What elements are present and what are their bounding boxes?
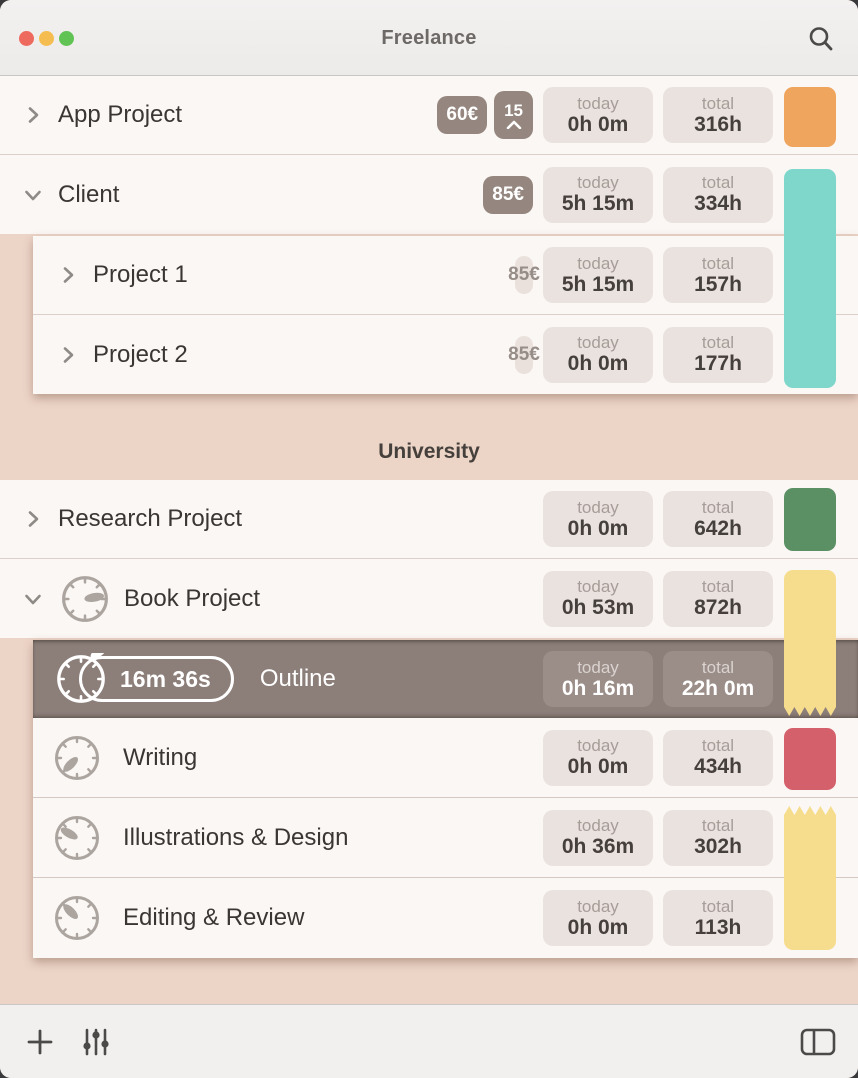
- today-badge: today 5h 15m: [543, 166, 653, 223]
- client-subprojects: Project 1 85€ today 5h 15m total 157h: [33, 236, 858, 394]
- project-title: Project 1: [93, 261, 188, 288]
- rate-badge: 60€: [437, 96, 488, 134]
- sliders-icon: [83, 1028, 109, 1055]
- today-badge: today 0h 0m: [543, 729, 653, 786]
- chevron-right-icon[interactable]: [57, 264, 79, 286]
- rate-badge: 85€: [508, 335, 540, 374]
- titlebar: Freelance: [0, 0, 858, 76]
- color-tab-client: [784, 169, 836, 388]
- today-badge: today 0h 0m: [543, 491, 653, 547]
- total-badge: total 302h: [663, 809, 773, 866]
- timer-clock-icon: [55, 815, 99, 860]
- row-app-project[interactable]: App Project 60€ 15 today 0h 0m total 316…: [0, 76, 858, 155]
- row-research-project[interactable]: Research Project today 0h 0m total 642h: [0, 480, 858, 559]
- row-writing[interactable]: Writing today 0h 0m total 434h: [33, 718, 858, 798]
- today-badge: today 0h 53m: [543, 570, 653, 627]
- row-badges: today 0h 36m total 302h: [543, 809, 858, 866]
- total-badge: total 334h: [663, 166, 773, 223]
- project-title: Project 2: [93, 340, 188, 368]
- timer-clock-icon: [57, 653, 107, 703]
- chevron-down-icon[interactable]: [22, 184, 44, 206]
- add-button[interactable]: [22, 1024, 58, 1060]
- row-project-1[interactable]: Project 1 85€ today 5h 15m total 157h: [33, 236, 858, 315]
- row-book-project[interactable]: Book Project today 0h 53m total 872h: [0, 559, 858, 638]
- total-badge: total 22h 0m: [663, 651, 773, 707]
- today-badge: today 0h 0m: [543, 890, 653, 946]
- color-tab-research: [784, 488, 836, 551]
- window-controls: [19, 31, 74, 46]
- chevron-right-icon[interactable]: [22, 508, 44, 530]
- color-tab-book-outline: [784, 570, 836, 716]
- task-title: Outline: [259, 665, 336, 692]
- project-title: Research Project: [58, 505, 243, 532]
- zoom-button[interactable]: [59, 31, 74, 46]
- color-tab-app-project: [784, 87, 836, 147]
- row-badges: today 0h 53m total 872h: [543, 570, 858, 627]
- today-badge: today 0h 0m: [543, 87, 653, 143]
- today-badge: today 0h 36m: [543, 809, 653, 866]
- sidebar-icon: [800, 1028, 836, 1055]
- chevron-up-icon: [506, 120, 521, 129]
- row-illustrations-design[interactable]: Illustrations & Design today 0h 36m tota…: [33, 798, 858, 878]
- book-project-tasks: 16m 36s Outline today 0h 16m total 22h 0…: [33, 640, 858, 958]
- total-badge: total 642h: [663, 491, 773, 547]
- chevron-down-icon[interactable]: [22, 588, 44, 610]
- row-badges: 85€ today 5h 15m total 334h: [483, 166, 858, 223]
- task-title: Editing & Review: [123, 904, 305, 931]
- task-title: Writing: [123, 743, 198, 771]
- color-tab-illustrations-editing: [784, 806, 836, 950]
- total-badge: total 113h: [663, 890, 773, 946]
- row-badges: today 0h 0m total 642h: [543, 491, 858, 547]
- row-project-2[interactable]: Project 2 85€ today 0h 0m total 177h: [33, 315, 858, 394]
- rate-badge: 85€: [483, 175, 533, 214]
- session-count: 15: [504, 100, 523, 120]
- project-title: Book Project: [124, 584, 261, 612]
- window-title: Freelance: [381, 26, 477, 49]
- close-button[interactable]: [19, 31, 34, 46]
- row-badges: 85€ today 0h 0m total 177h: [508, 326, 858, 383]
- project-list: App Project 60€ 15 today 0h 0m total 316…: [0, 76, 858, 1004]
- today-badge: today 0h 0m: [543, 326, 653, 383]
- total-badge: total 872h: [663, 570, 773, 627]
- session-count-badge[interactable]: 15: [494, 91, 533, 139]
- bottom-toolbar: [0, 1004, 858, 1078]
- total-badge: total 434h: [663, 729, 773, 786]
- toggle-sidebar-button[interactable]: [800, 1024, 836, 1060]
- timer-clock-icon: [55, 896, 99, 940]
- row-outline-selected[interactable]: 16m 36s Outline today 0h 16m total 22h 0…: [33, 640, 858, 718]
- torn-edge-top: [784, 806, 836, 815]
- search-icon: [809, 27, 833, 51]
- today-badge: today 5h 15m: [543, 247, 653, 303]
- row-badges: 60€ 15 today 0h 0m total 316h: [437, 87, 858, 143]
- total-badge: total 157h: [663, 247, 773, 303]
- row-client[interactable]: Client 85€ today 5h 15m total 334h: [0, 155, 858, 234]
- chevron-right-icon[interactable]: [57, 344, 79, 366]
- project-title: App Project: [58, 101, 183, 128]
- today-badge: today 0h 16m: [543, 651, 653, 707]
- task-title: Illustrations & Design: [123, 823, 349, 851]
- rate-badge: 85€: [508, 256, 540, 294]
- project-title: Client: [58, 180, 120, 208]
- row-badges: today 0h 0m total 113h: [543, 890, 858, 946]
- row-badges: 85€ today 5h 15m total 157h: [508, 247, 858, 303]
- color-tab-writing: [784, 728, 836, 790]
- timer-clock-icon: [62, 575, 108, 622]
- timer-clock-icon: [55, 735, 99, 780]
- row-badges: today 0h 16m total 22h 0m: [543, 651, 858, 707]
- total-badge: total 316h: [663, 87, 773, 143]
- plus-icon: [27, 1029, 53, 1054]
- section-header-university: University: [378, 440, 480, 463]
- row-badges: today 0h 0m total 434h: [543, 729, 858, 786]
- minimize-button[interactable]: [39, 31, 54, 46]
- chevron-right-icon[interactable]: [22, 104, 44, 126]
- total-badge: total 177h: [663, 326, 773, 383]
- search-button[interactable]: [804, 22, 838, 56]
- row-editing-review[interactable]: Editing & Review today 0h 0m total 113h: [33, 878, 858, 958]
- elapsed-time-pill: 16m 36s: [79, 656, 234, 702]
- running-timer[interactable]: 16m 36s: [55, 653, 234, 705]
- filter-settings-button[interactable]: [78, 1024, 114, 1060]
- torn-edge-bottom: [784, 707, 836, 716]
